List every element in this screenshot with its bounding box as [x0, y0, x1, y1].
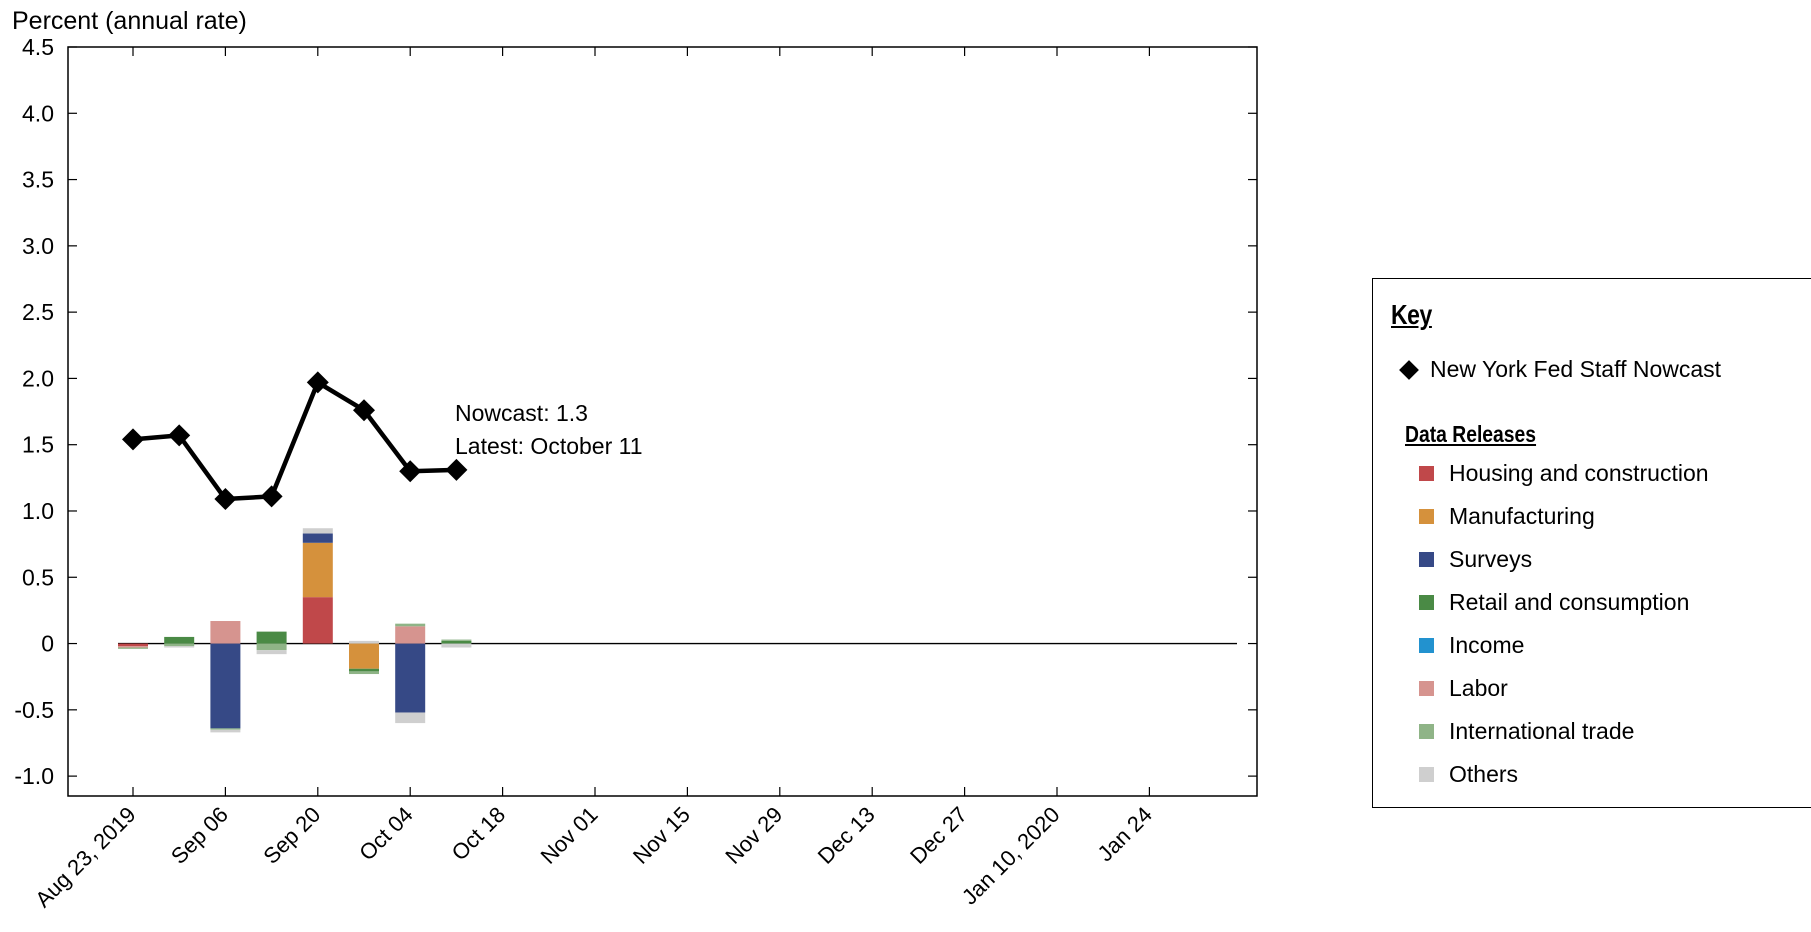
bar-others	[164, 646, 195, 648]
y-tick-label: 4.5	[22, 34, 54, 60]
nowcast-line	[132, 380, 457, 502]
nowcast-point	[260, 485, 283, 508]
y-tick-label: 1.5	[22, 432, 54, 458]
legend-swatch	[1419, 552, 1434, 567]
bar-others	[441, 643, 472, 648]
y-tick-label: 2.0	[22, 365, 54, 391]
bar-others	[349, 640, 379, 644]
y-tick-label: -0.5	[14, 697, 54, 723]
x-tick-label: Dec 27	[905, 802, 972, 869]
nowcast-point	[445, 458, 468, 481]
y-tick-label: 2.5	[22, 299, 54, 325]
bar-international-trade	[118, 647, 148, 649]
bar-retail-and-consumption	[256, 631, 287, 644]
legend-swatch	[1419, 724, 1434, 739]
nowcast-point	[168, 424, 191, 447]
x-tick-label: Sep 20	[258, 802, 325, 869]
bar-labor	[210, 621, 241, 644]
legend-swatch	[1419, 681, 1434, 696]
legend-item-label: Others	[1449, 761, 1519, 787]
bar-international-trade	[395, 623, 426, 627]
bar-housing-and-construction	[302, 597, 333, 644]
bar-labor	[395, 626, 426, 644]
x-tick-label: Nov 15	[628, 802, 695, 869]
legend-item-label: Labor	[1449, 675, 1508, 701]
legend-item-label: Housing and construction	[1449, 460, 1709, 486]
nowcast-point	[122, 428, 144, 451]
legend-swatch	[1419, 509, 1434, 524]
bar-retail-and-consumption	[349, 668, 379, 672]
plot-frame	[67, 46, 1258, 797]
nowcast-annotation-value: Nowcast: 1.3	[455, 400, 588, 426]
bar-manufacturing	[349, 643, 379, 669]
bar-international-trade	[349, 671, 379, 675]
x-tick-label: Aug 23, 2019	[30, 802, 140, 912]
legend-item-label: Retail and consumption	[1449, 589, 1690, 615]
legend-item: Others	[1419, 753, 1709, 796]
nowcast-point	[214, 488, 237, 511]
chart-svg: Percent (annual rate) -1.0 -0.5 0 0.5 1.0 1.5…	[12, 7, 1258, 912]
y-tick-label: 0	[41, 631, 54, 657]
bar-international-trade	[210, 728, 241, 730]
legend-item: Housing and construction	[1419, 452, 1709, 495]
legend: Key New York Fed Staff Nowcast Data Rele…	[1372, 278, 1811, 808]
y-tick-label: 4.0	[22, 100, 54, 126]
nowcast-point	[353, 399, 375, 422]
legend-swatch	[1419, 638, 1434, 653]
y-tick-label: 3.5	[22, 167, 54, 193]
nowcast-annotation-date: Latest: October 11	[455, 433, 643, 459]
x-tick-label: Oct 18	[447, 802, 511, 866]
x-tick-label: Nov 01	[536, 802, 603, 869]
legend-item-label: Manufacturing	[1449, 503, 1595, 529]
legend-nowcast-entry: New York Fed Staff Nowcast	[1399, 356, 1721, 383]
legend-nowcast-label: New York Fed Staff Nowcast	[1430, 356, 1722, 382]
bar-others	[210, 729, 241, 733]
bar-retail-and-consumption	[441, 640, 472, 644]
y-tick-label: 3.0	[22, 233, 54, 259]
y-tick-label: 1.0	[22, 498, 54, 524]
bar-others	[395, 712, 426, 724]
bar-international-trade	[441, 639, 472, 641]
legend-items: Housing and construction Manufacturing Sur…	[1419, 452, 1709, 796]
legend-item: Manufacturing	[1419, 495, 1709, 538]
y-tick-label: -1.0	[14, 763, 54, 789]
bar-manufacturing	[302, 542, 333, 598]
legend-swatch	[1419, 767, 1434, 782]
bar-housing-and-construction	[118, 643, 148, 647]
legend-item-label: Income	[1449, 632, 1525, 658]
x-tick-label: Sep 06	[166, 802, 233, 869]
bar-others	[302, 528, 333, 534]
nowcast-point	[399, 460, 422, 483]
y-tick-label: 0.5	[22, 564, 54, 590]
x-tick-label: Nov 29	[720, 802, 787, 869]
bar-international-trade	[256, 643, 287, 651]
legend-item-label: International trade	[1449, 718, 1635, 744]
bar-others	[256, 650, 287, 655]
x-tick-label: Jan 10, 2020	[957, 802, 1065, 910]
legend-title: Key	[1391, 299, 1432, 330]
legend-item-label: Surveys	[1449, 546, 1533, 572]
bar-surveys	[302, 533, 333, 543]
bar-surveys	[210, 643, 241, 729]
y-axis-label: Percent (annual rate)	[12, 7, 247, 35]
x-tick-label: Dec 13	[813, 802, 880, 869]
legend-subtitle: Data Releases	[1405, 421, 1537, 447]
bar-surveys	[395, 643, 426, 713]
bar-retail-and-consumption	[164, 636, 195, 644]
bar-international-trade	[164, 643, 195, 647]
legend-item: International trade	[1419, 710, 1709, 753]
legend-item: Income	[1419, 624, 1709, 667]
x-tick-label: Jan 24	[1093, 802, 1157, 866]
bar-labor	[118, 646, 148, 648]
legend-item: Labor	[1419, 667, 1709, 710]
plot-area: -1.0 -0.5 0 0.5 1.0 1.5 2.0 2.5 3.0 3.5 4.0 4.5 Aug …	[14, 34, 1258, 912]
legend-swatch	[1419, 466, 1434, 481]
legend-item: Surveys	[1419, 538, 1709, 581]
diamond-marker-icon	[1399, 359, 1419, 380]
nowcast-point	[306, 371, 329, 394]
legend-swatch	[1419, 595, 1434, 610]
legend-item: Retail and consumption	[1419, 581, 1709, 624]
x-tick-label: Oct 04	[354, 802, 418, 866]
